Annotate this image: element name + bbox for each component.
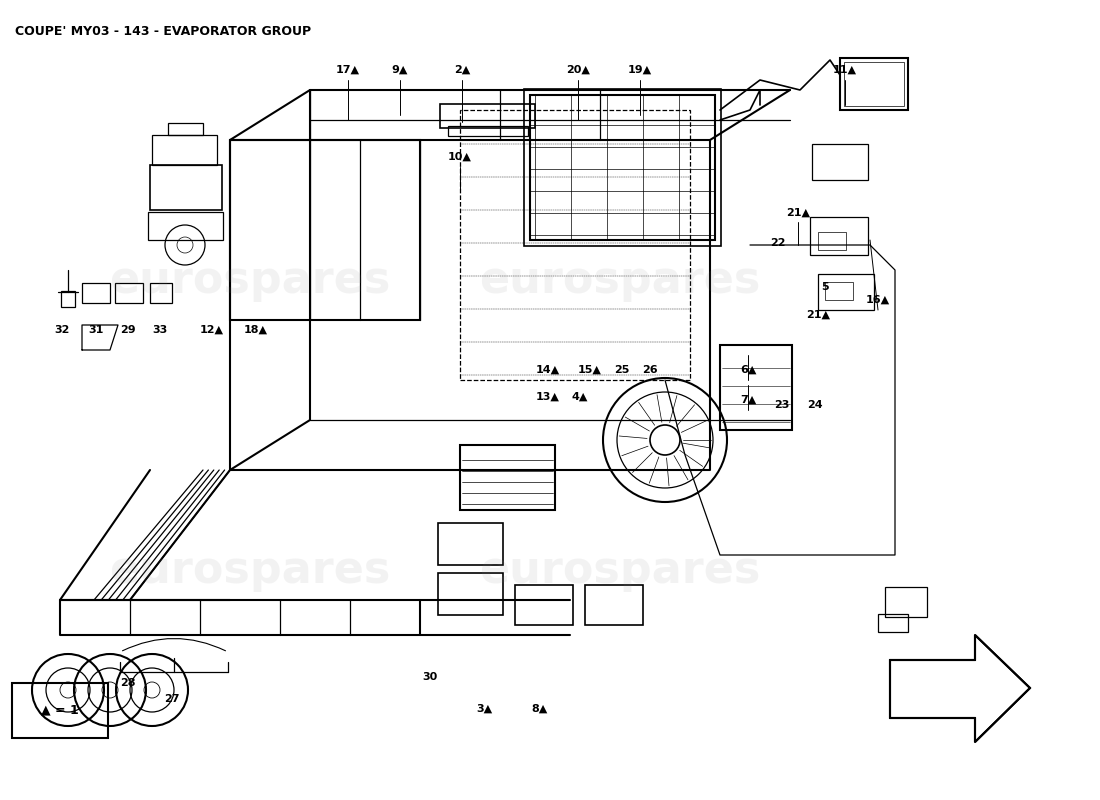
Text: 29: 29	[120, 325, 135, 335]
Bar	[810, 217, 868, 255]
Bar	[825, 282, 852, 300]
Text: 30: 30	[422, 672, 438, 682]
Bar	[840, 58, 907, 110]
Bar	[515, 585, 573, 625]
Bar	[460, 445, 556, 510]
Text: COUPE' MY03 - 143 - EVAPORATOR GROUP: COUPE' MY03 - 143 - EVAPORATOR GROUP	[15, 25, 311, 38]
Text: 8▲: 8▲	[532, 704, 548, 714]
Text: 31: 31	[88, 325, 103, 335]
Text: eurospares: eurospares	[480, 258, 761, 302]
Text: eurospares: eurospares	[109, 549, 390, 591]
Text: 21▲: 21▲	[786, 208, 810, 218]
Bar	[440, 104, 535, 128]
Bar	[460, 110, 690, 380]
Bar	[82, 283, 110, 303]
Text: 25: 25	[614, 365, 629, 375]
Text: 24: 24	[807, 400, 823, 410]
Polygon shape	[890, 635, 1030, 742]
Bar	[812, 144, 868, 180]
Bar	[168, 123, 204, 135]
Text: 7▲: 7▲	[740, 395, 756, 405]
Text: 4▲: 4▲	[572, 392, 588, 402]
Bar	[530, 95, 715, 240]
Text: 19▲: 19▲	[628, 65, 652, 75]
Text: eurospares: eurospares	[480, 549, 761, 591]
Text: 2▲: 2▲	[454, 65, 470, 75]
Bar	[844, 62, 904, 106]
Text: 26: 26	[642, 365, 658, 375]
Text: 9▲: 9▲	[392, 65, 408, 75]
Bar	[148, 212, 223, 240]
Bar	[878, 614, 908, 632]
Bar	[150, 283, 172, 303]
Bar	[438, 573, 503, 615]
Text: 18▲: 18▲	[244, 325, 268, 335]
Bar	[60, 291, 75, 307]
Bar	[150, 165, 222, 210]
Text: 33: 33	[153, 325, 167, 335]
Bar	[886, 587, 927, 617]
Text: 21▲: 21▲	[806, 310, 830, 320]
Bar	[12, 683, 108, 738]
Text: 12▲: 12▲	[200, 325, 224, 335]
Text: 27: 27	[164, 694, 179, 704]
Text: 3▲: 3▲	[476, 704, 492, 714]
Text: 6▲: 6▲	[740, 365, 756, 375]
Text: eurospares: eurospares	[109, 258, 390, 302]
Text: 20▲: 20▲	[566, 65, 590, 75]
Bar	[818, 274, 874, 310]
Bar	[448, 126, 528, 136]
Text: 11▲: 11▲	[833, 65, 857, 75]
Text: 32: 32	[54, 325, 69, 335]
Text: 5: 5	[822, 282, 828, 292]
Bar	[524, 89, 721, 246]
Bar	[720, 345, 792, 430]
Bar	[116, 283, 143, 303]
Text: 13▲: 13▲	[536, 392, 560, 402]
Text: 15▲: 15▲	[579, 365, 602, 375]
Text: 14▲: 14▲	[536, 365, 560, 375]
Text: 16▲: 16▲	[866, 295, 890, 305]
Text: 23: 23	[774, 400, 790, 410]
Bar	[438, 523, 503, 565]
Text: 10▲: 10▲	[448, 152, 472, 162]
Bar	[230, 140, 420, 320]
Text: ▲ = 1: ▲ = 1	[41, 703, 79, 717]
Text: 22: 22	[770, 238, 785, 248]
Text: 17▲: 17▲	[336, 65, 360, 75]
Bar	[818, 232, 846, 250]
Text: 28: 28	[120, 678, 135, 688]
Bar	[585, 585, 644, 625]
Bar	[152, 135, 217, 165]
